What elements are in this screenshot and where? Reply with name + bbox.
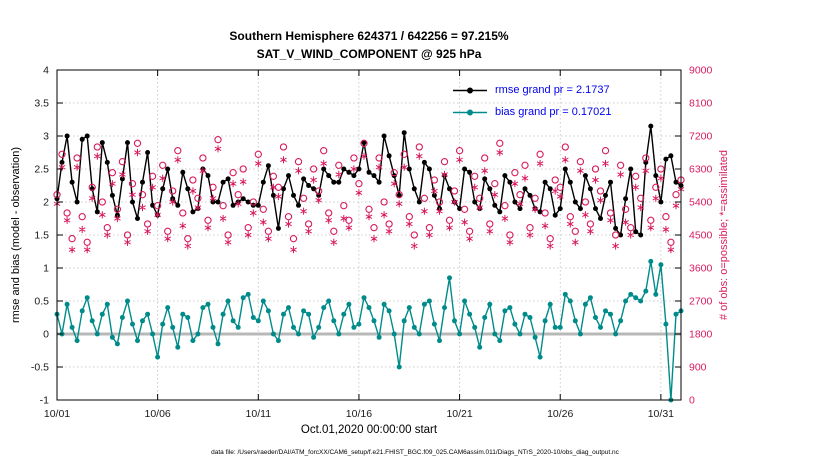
svg-text:3.5: 3.5	[34, 98, 49, 110]
data-file-path: data file: /Users/raeder/DAI/ATM_forcXX/…	[211, 449, 619, 456]
x-axis-label: Oct.01,2020 00:00:00 start	[300, 424, 438, 436]
svg-text:6300: 6300	[689, 164, 713, 176]
svg-text:10/31: 10/31	[648, 408, 674, 420]
legend-item-bias: bias grand pr = 0.17021	[452, 101, 612, 123]
svg-text:0.5: 0.5	[34, 296, 49, 308]
svg-text:2.5: 2.5	[34, 164, 49, 176]
svg-text:4500: 4500	[689, 230, 713, 242]
svg-text:10/11: 10/11	[246, 408, 272, 420]
svg-text:-0.5: -0.5	[31, 362, 49, 374]
bias-line-icon	[453, 109, 487, 115]
svg-text:10/26: 10/26	[547, 408, 573, 420]
bias-series	[54, 258, 684, 403]
chart-title: Southern Hemisphere 624371 / 642256 = 97…	[57, 27, 681, 63]
svg-text:2: 2	[43, 197, 49, 209]
possible-series	[53, 136, 685, 246]
rmse-line-icon	[453, 87, 487, 93]
svg-text:3: 3	[43, 131, 49, 143]
svg-text:1800: 1800	[689, 329, 713, 341]
title-line-2: SAT_V_WIND_COMPONENT @ 925 hPa	[256, 47, 482, 61]
svg-text:0: 0	[689, 395, 695, 407]
rmse-series	[54, 123, 684, 238]
svg-text:10/16: 10/16	[346, 408, 372, 420]
svg-text:7200: 7200	[689, 131, 713, 143]
svg-text:5400: 5400	[689, 197, 713, 209]
svg-text:1.5: 1.5	[34, 230, 49, 242]
svg-text:10/21: 10/21	[446, 408, 472, 420]
svg-text:10/01: 10/01	[44, 408, 70, 420]
svg-text:2700: 2700	[689, 296, 713, 308]
left-tick-labels: -1 -0.5 0 0.5 1 1.5 2 2.5 3 3.5 4	[31, 65, 49, 407]
legend-label-rmse: rmse grand pr = 2.1737	[495, 84, 610, 96]
svg-text:-1: -1	[40, 395, 49, 407]
svg-text:4: 4	[43, 65, 49, 77]
tick-marks	[56, 69, 681, 401]
left-axis-label: rmse and bias (model - observation)	[10, 146, 22, 324]
legend: rmse grand pr = 2.1737 bias grand pr = 0…	[452, 79, 612, 123]
right-axis-label: # of obs: o=possible; *=assimilated	[718, 150, 730, 320]
svg-text:10/06: 10/06	[145, 408, 171, 420]
legend-label-bias: bias grand pr = 0.17021	[495, 106, 612, 118]
svg-text:8100: 8100	[689, 98, 713, 110]
title-line-1: Southern Hemisphere 624371 / 642256 = 97…	[229, 29, 509, 43]
x-tick-labels: 10/01 10/06 10/11 10/16 10/21 10/26 10/31	[44, 408, 674, 420]
legend-item-rmse: rmse grand pr = 2.1737	[452, 79, 612, 101]
svg-text:1: 1	[43, 263, 49, 275]
right-tick-labels: 0 900 1800 2700 3600 4500 5400 6300 7200 8100 9000	[689, 65, 713, 407]
svg-text:900: 900	[689, 362, 707, 374]
svg-text:0: 0	[43, 329, 49, 341]
svg-text:3600: 3600	[689, 263, 713, 275]
svg-text:9000: 9000	[689, 65, 713, 77]
